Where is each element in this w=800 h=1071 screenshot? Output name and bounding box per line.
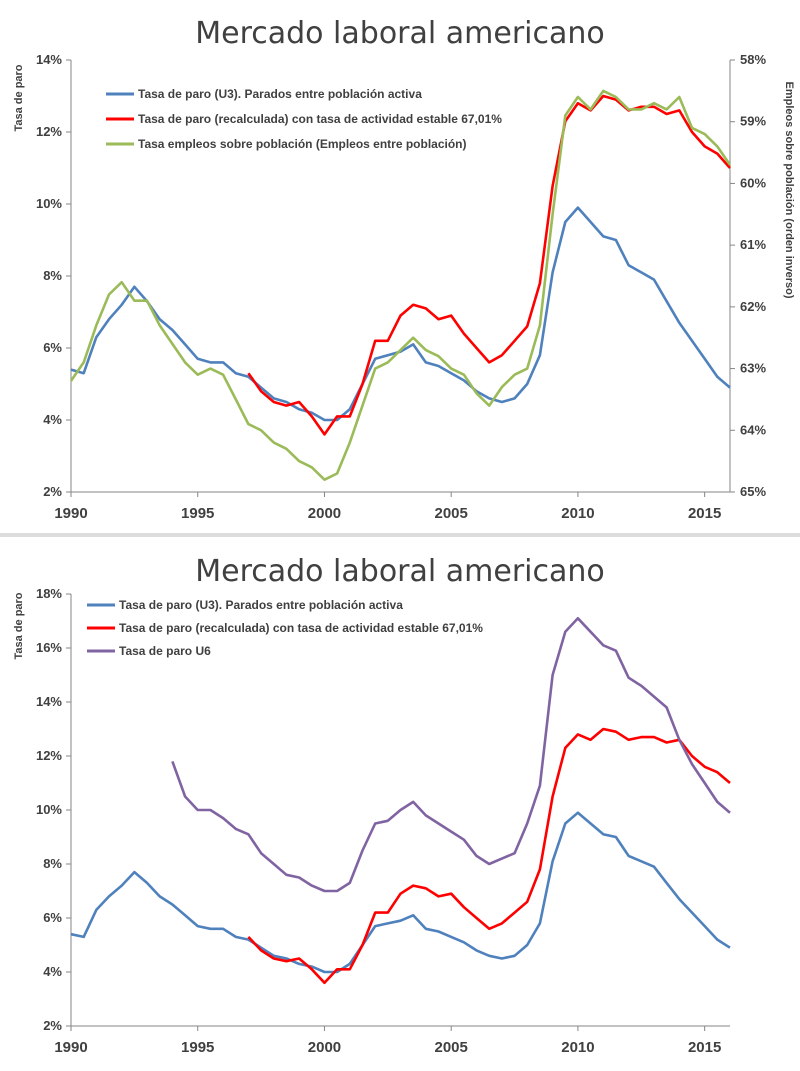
panel-separator [0, 533, 800, 537]
series-line [70, 206, 731, 422]
y2-tick-label: 61% [740, 237, 766, 252]
legend-label: Tasa de paro (U3). Parados entre poblaci… [119, 598, 403, 612]
x-tick-label: 2010 [561, 505, 594, 522]
chart-title: Mercado laboral americano [195, 16, 605, 51]
chart-top: Mercado laboral americano Tasa de paro E… [13, 16, 795, 522]
y-tick-label: 6% [43, 910, 62, 925]
x-tick-label: 1990 [54, 505, 87, 522]
y-tick-label: 8% [43, 856, 62, 871]
x-tick-label: 2015 [688, 1039, 721, 1056]
x-tick-label: 2010 [561, 1039, 594, 1056]
y2-tick-label: 65% [740, 484, 766, 499]
y-tick-label: 12% [36, 748, 62, 763]
x-tick-label: 1995 [181, 505, 214, 522]
legend-label: Tasa de paro (U3). Parados entre poblaci… [138, 87, 422, 101]
y2-tick-label: 59% [740, 114, 766, 129]
y-tick-label: 14% [36, 52, 62, 67]
series-line [171, 617, 731, 893]
y-tick-label: 14% [36, 694, 62, 709]
y-tick-label: 10% [36, 802, 62, 817]
y-tick-label: 18% [36, 586, 62, 601]
y2-axis-title: Empleos sobre población (orden inverso) [783, 82, 795, 299]
y-tick-label: 16% [36, 640, 62, 655]
chart-title: Mercado laboral americano [195, 554, 605, 589]
x-tick-label: 2005 [435, 505, 468, 522]
y-tick-label: 4% [43, 412, 62, 427]
chart-bottom: Mercado laboral americano Tasa de paro 2… [13, 554, 731, 1056]
y-tick-label: 6% [43, 340, 62, 355]
legend-label: Tasa de paro U6 [119, 644, 211, 658]
x-tick-label: 2005 [435, 1039, 468, 1056]
x-tick-label: 1990 [54, 1039, 87, 1056]
x-tick-label: 1995 [181, 1039, 214, 1056]
y-tick-label: 10% [36, 196, 62, 211]
y-axis-title: Tasa de paro [13, 592, 25, 659]
y-tick-label: 2% [43, 1018, 62, 1033]
y2-tick-label: 58% [740, 52, 766, 67]
x-tick-label: 2000 [308, 1039, 341, 1056]
series-line [69, 89, 732, 482]
series-line [247, 94, 731, 436]
y-tick-label: 12% [36, 124, 62, 139]
legend-label: Tasa de paro (recalculada) con tasa de a… [138, 112, 502, 126]
y2-tick-label: 62% [740, 299, 766, 314]
x-tick-label: 2000 [308, 505, 341, 522]
legend-label: Tasa empleos sobre población (Empleos en… [138, 137, 467, 151]
y2-tick-label: 60% [740, 175, 766, 190]
y2-tick-label: 64% [740, 422, 766, 437]
y-axis-title: Tasa de paro [13, 64, 25, 131]
y-tick-label: 8% [43, 268, 62, 283]
y2-tick-label: 63% [740, 361, 766, 376]
legend-label: Tasa de paro (recalculada) con tasa de a… [119, 621, 483, 635]
chart-panel-top: Mercado laboral americano Tasa de paro E… [0, 0, 800, 533]
y-tick-label: 2% [43, 484, 62, 499]
x-tick-label: 2015 [688, 505, 721, 522]
series-line [247, 727, 731, 985]
y-tick-label: 4% [43, 964, 62, 979]
series-line [70, 811, 731, 974]
chart-panel-bottom: Mercado laboral americano Tasa de paro 2… [0, 537, 800, 1071]
